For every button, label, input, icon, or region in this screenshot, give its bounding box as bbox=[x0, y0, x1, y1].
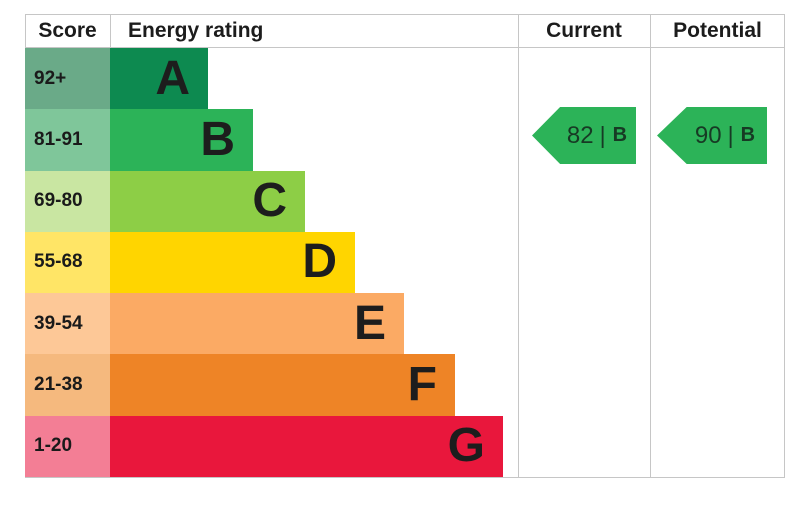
rating-bar-a: A bbox=[110, 48, 208, 110]
current-score-value: 82 bbox=[566, 121, 594, 149]
score-range-label-c: 69-80 bbox=[25, 170, 110, 232]
score-range-label-e: 39-54 bbox=[25, 293, 110, 355]
header-row: Score Energy rating Current Potential bbox=[25, 15, 785, 47]
rating-row-a: 92+ A bbox=[25, 48, 785, 110]
rating-row-d: 55-68 D bbox=[25, 231, 785, 294]
current-separator: | bbox=[599, 122, 606, 148]
rating-row-g: 1-20 G bbox=[25, 415, 785, 477]
rating-bar-d: D bbox=[110, 231, 355, 294]
current-grade-letter: B bbox=[612, 124, 628, 146]
rating-bar-c: C bbox=[110, 170, 305, 232]
rating-letter-a: A bbox=[155, 51, 190, 105]
rating-letter-c: C bbox=[252, 174, 287, 228]
potential-grade-letter: B bbox=[740, 124, 756, 146]
rating-row-c: 69-80 C bbox=[25, 170, 785, 232]
score-range-label-f: 21-38 bbox=[25, 354, 110, 416]
rating-rows: 92+ A 81-91 B 69-80 C 55-68 bbox=[25, 48, 785, 477]
score-header: Score bbox=[38, 19, 97, 42]
rating-bar-b: B bbox=[110, 109, 253, 171]
score-range-label-b: 81-91 bbox=[25, 109, 110, 171]
energy-rating-header: Energy rating bbox=[128, 19, 264, 42]
score-range-label-a: 92+ bbox=[25, 48, 110, 110]
score-column-divider bbox=[110, 14, 111, 47]
rating-bar-e: E bbox=[110, 293, 404, 355]
score-range-label-g: 1-20 bbox=[25, 415, 110, 477]
rating-row-f: 21-38 F bbox=[25, 354, 785, 416]
potential-header: Potential bbox=[673, 19, 762, 42]
rating-letter-e: E bbox=[353, 296, 386, 350]
rating-row-e: 39-54 E bbox=[25, 293, 785, 355]
rating-letter-b: B bbox=[200, 112, 235, 166]
table-bottom-border bbox=[25, 477, 785, 478]
potential-separator: | bbox=[727, 122, 734, 148]
rating-row-b: 81-91 B bbox=[25, 109, 785, 171]
rating-bar-f: F bbox=[110, 354, 455, 416]
score-range-label-d: 55-68 bbox=[25, 231, 110, 294]
header-bottom-border bbox=[25, 47, 785, 48]
table-top-border bbox=[25, 14, 785, 15]
current-header: Current bbox=[546, 19, 622, 42]
rating-letter-f: F bbox=[407, 358, 437, 412]
rating-letter-d: D bbox=[302, 235, 337, 289]
rating-bar-g: G bbox=[110, 415, 503, 477]
table-right-border bbox=[784, 14, 785, 478]
rating-letter-g: G bbox=[447, 419, 485, 473]
chart-table: Score Energy rating Current Potential 92… bbox=[25, 14, 785, 478]
header-left-border bbox=[25, 14, 26, 47]
potential-score-value: 90 bbox=[694, 121, 722, 149]
potential-column-divider bbox=[650, 14, 651, 478]
current-column-divider bbox=[518, 14, 519, 478]
